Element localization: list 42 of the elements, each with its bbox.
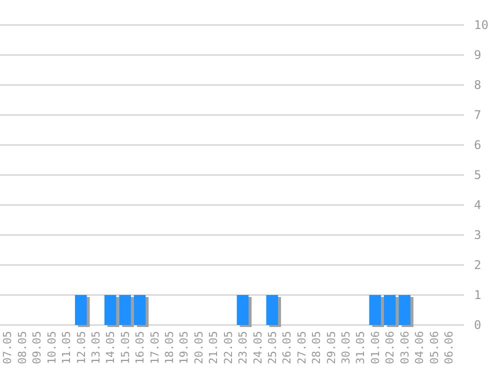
x-tick-label: 15.05	[118, 331, 132, 364]
x-tick-label: 18.05	[163, 331, 176, 364]
x-tick-label: 29.05	[324, 331, 338, 364]
x-tick-label: 09.05	[30, 331, 44, 364]
y-tick-label: 2	[474, 258, 482, 272]
x-tick-label: 14.05	[104, 331, 118, 364]
y-tick-label: 6	[474, 138, 482, 152]
x-tick-label: 31.05	[354, 331, 368, 364]
x-tick-label: 24.05	[251, 331, 264, 364]
x-tick-label: 25.05	[266, 331, 279, 364]
y-tick-label: 4	[474, 198, 482, 212]
y-tick-label: 8	[474, 78, 482, 92]
x-tick-label: 02.06	[384, 331, 397, 364]
x-tick-label: 28.05	[310, 331, 324, 364]
x-tick-label: 16.05	[134, 331, 147, 364]
y-tick-label: 3	[474, 228, 482, 242]
x-tick-label: 08.05	[16, 331, 29, 364]
x-tick-label: 10.05	[45, 331, 58, 364]
y-tick-label: 1	[474, 288, 482, 302]
y-tick-label: 9	[474, 48, 482, 62]
x-tick-label: 27.05	[295, 331, 308, 364]
x-tick-label: 01.06	[368, 331, 382, 364]
y-tick-label: 10	[474, 18, 488, 32]
x-tick-label: 03.06	[398, 331, 412, 364]
x-tick-label: 22.05	[222, 331, 235, 364]
y-tick-label: 5	[474, 168, 482, 182]
x-tick-label: 21.05	[207, 331, 220, 364]
x-tick-label: 17.05	[148, 331, 162, 364]
x-tick-label: 19.05	[178, 331, 191, 364]
x-tick-label: 05.06	[428, 331, 441, 364]
x-tick-label: 30.05	[340, 331, 353, 364]
x-tick-label: 06.06	[442, 331, 456, 364]
x-tick-label: 20.05	[192, 331, 206, 364]
x-tick-label: 26.05	[280, 331, 294, 364]
x-tick-label: 04.06	[413, 331, 426, 364]
x-tick-label: 12.05	[74, 331, 88, 364]
y-tick-label: 7	[474, 108, 482, 122]
x-tick-label: 13.05	[89, 331, 102, 364]
y-tick-label: 0	[474, 318, 482, 332]
x-tick-label: 11.05	[60, 331, 74, 364]
x-tick-label: 23.05	[236, 331, 250, 364]
x-tick-label: 07.05	[1, 331, 14, 364]
